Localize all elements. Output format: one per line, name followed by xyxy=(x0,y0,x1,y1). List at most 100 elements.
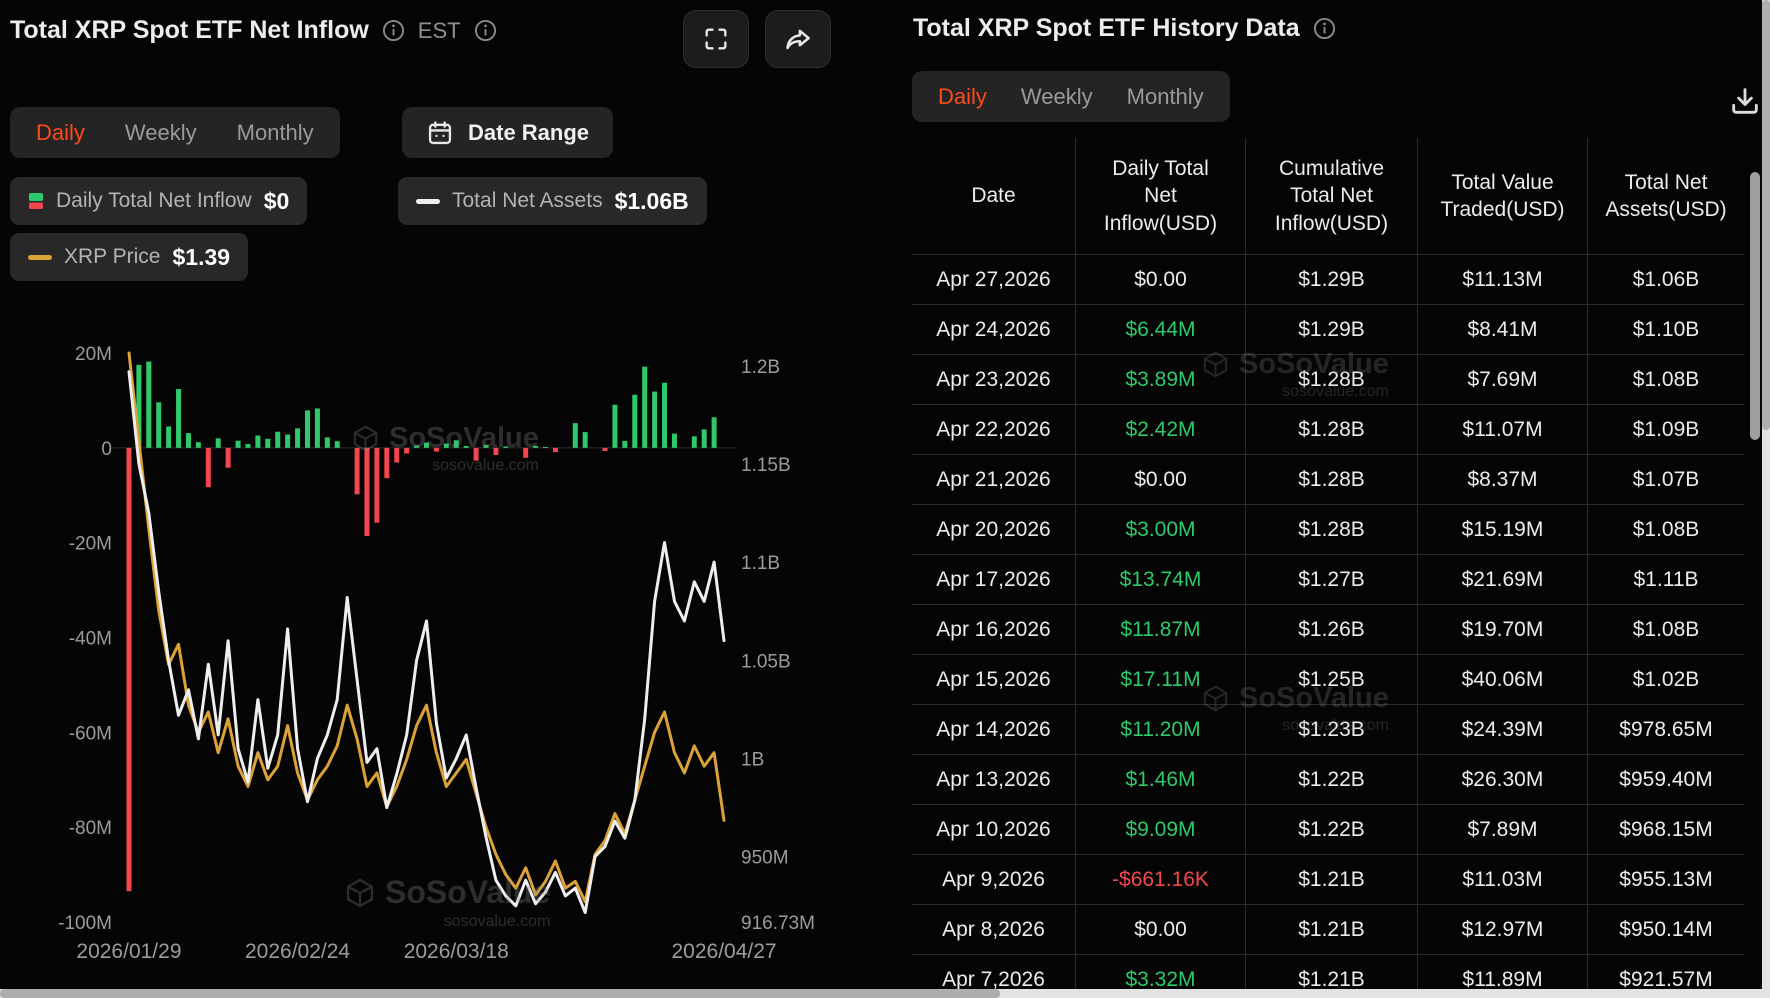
table-scrollbar-thumb[interactable] xyxy=(1750,172,1760,440)
price-line-icon xyxy=(28,254,52,260)
table-cell: $11.89M xyxy=(1418,955,1588,998)
svg-text:2026/03/18: 2026/03/18 xyxy=(404,940,509,963)
table-cell: $3.32M xyxy=(1076,955,1246,998)
table-row: Apr 27,2026 $0.00 $1.29B $11.13M $1.06B xyxy=(912,255,1744,305)
table-panel-header: Total XRP Spot ETF History Data xyxy=(913,14,1336,43)
tab-weekly[interactable]: Weekly xyxy=(1020,83,1093,109)
table-cell: $13.74M xyxy=(1076,555,1246,605)
tab-daily[interactable]: Daily xyxy=(36,119,85,145)
table-cell: $1.11B xyxy=(1588,555,1744,605)
table-cell: $921.57M xyxy=(1588,955,1744,998)
history-table: Date Daily Total Net Inflow(USD) Cumulativ… xyxy=(912,138,1744,998)
table-cell: $1.29B xyxy=(1246,305,1418,355)
legend-xrp-price[interactable]: XRP Price $1.39 xyxy=(10,233,249,281)
table-cell-date: Apr 15,2026 xyxy=(912,655,1076,705)
inflow-bars-icon xyxy=(29,193,43,209)
table-row: Apr 13,2026 $1.46M $1.22B $26.30M $959.40M xyxy=(912,755,1744,805)
fullscreen-button[interactable] xyxy=(683,10,749,68)
page-horizontal-scrollbar-thumb[interactable] xyxy=(0,989,1000,998)
table-cell: $1.25B xyxy=(1246,655,1418,705)
page-vertical-scrollbar[interactable] xyxy=(1762,0,1770,998)
watermark-domain: sosovalue.com xyxy=(432,457,539,474)
table-row: Apr 17,2026 $13.74M $1.27B $21.69M $1.11B xyxy=(912,555,1744,605)
table-cell: $1.21B xyxy=(1246,855,1418,905)
share-icon xyxy=(786,29,810,50)
page-vertical-scrollbar-thumb[interactable] xyxy=(1762,0,1770,430)
table-cell-date: Apr 20,2026 xyxy=(912,505,1076,555)
table-cell: $15.19M xyxy=(1418,505,1588,555)
table-cell: $11.13M xyxy=(1418,255,1588,305)
table-header-row: Date Daily Total Net Inflow(USD) Cumulativ… xyxy=(912,138,1744,255)
table-cell: $3.89M xyxy=(1076,355,1246,405)
table-header-cell: Daily Total Net Inflow(USD) xyxy=(1076,138,1246,255)
tab-daily[interactable]: Daily xyxy=(938,83,987,109)
watermark-brand: SoSoValue xyxy=(389,422,539,454)
svg-text:2026/01/29: 2026/01/29 xyxy=(76,940,181,963)
timezone-label: EST xyxy=(417,17,461,43)
date-range-button[interactable]: Date Range xyxy=(402,107,614,158)
table-cell: $1.08B xyxy=(1588,355,1744,405)
svg-text:1B: 1B xyxy=(741,749,764,770)
tab-monthly[interactable]: Monthly xyxy=(236,119,314,145)
table-row: Apr 21,2026 $0.00 $1.28B $8.37M $1.07B xyxy=(912,455,1744,505)
table-cell: $1.28B xyxy=(1246,355,1418,405)
info-icon[interactable] xyxy=(382,19,405,42)
share-button[interactable] xyxy=(765,10,831,68)
assets-line-icon xyxy=(416,198,440,204)
table-cell: $9.09M xyxy=(1076,805,1246,855)
svg-text:1.05B: 1.05B xyxy=(741,651,791,672)
table-cell: $1.28B xyxy=(1246,505,1418,555)
legend-label: Total Net Assets xyxy=(452,189,603,212)
table-header-cell: Date xyxy=(912,138,1076,255)
table-cell: $0.00 xyxy=(1076,905,1246,955)
table-row: Apr 14,2026 $11.20M $1.23B $24.39M $978.65M xyxy=(912,705,1744,755)
info-icon[interactable] xyxy=(1313,17,1336,40)
tab-monthly[interactable]: Monthly xyxy=(1126,83,1204,109)
legend-value: $1.06B xyxy=(614,187,689,214)
table-cell: $7.69M xyxy=(1418,355,1588,405)
table-cell: $12.97M xyxy=(1418,905,1588,955)
legend-value: $0 xyxy=(263,187,290,214)
legend-daily-net-inflow[interactable]: Daily Total Net Inflow $0 xyxy=(10,177,308,225)
svg-text:1.2B: 1.2B xyxy=(741,357,780,378)
table-header-cell: Total Value Traded(USD) xyxy=(1418,138,1588,255)
table-cell: $1.06B xyxy=(1588,255,1744,305)
page-horizontal-scrollbar[interactable] xyxy=(0,989,1770,998)
table-cell-date: Apr 10,2026 xyxy=(912,805,1076,855)
table-cell-date: Apr 27,2026 xyxy=(912,255,1076,305)
table-cell-date: Apr 13,2026 xyxy=(912,755,1076,805)
table-body: Apr 27,2026 $0.00 $1.29B $11.13M $1.06B Apr 2… xyxy=(912,255,1744,998)
tab-weekly[interactable]: Weekly xyxy=(124,119,197,145)
svg-text:20M: 20M xyxy=(75,344,112,365)
table-cell-date: Apr 14,2026 xyxy=(912,705,1076,755)
table-cell: $978.65M xyxy=(1588,705,1744,755)
date-range-label: Date Range xyxy=(468,119,590,145)
svg-text:-60M: -60M xyxy=(69,723,112,744)
chart-title: Total XRP Spot ETF Net Inflow xyxy=(10,16,369,44)
svg-text:950M: 950M xyxy=(741,848,789,869)
table-cell: $1.27B xyxy=(1246,555,1418,605)
table-row: Apr 20,2026 $3.00M $1.28B $15.19M $1.08B xyxy=(912,505,1744,555)
table-header-cell: Total Net Assets(USD) xyxy=(1588,138,1744,255)
table-cell: $1.21B xyxy=(1246,905,1418,955)
table-cell: $19.70M xyxy=(1418,605,1588,655)
table-cell-date: Apr 8,2026 xyxy=(912,905,1076,955)
legend-total-net-assets[interactable]: Total Net Assets $1.06B xyxy=(398,177,707,225)
calendar-icon xyxy=(428,120,452,144)
download-button[interactable] xyxy=(1724,80,1766,122)
info-icon[interactable] xyxy=(474,19,497,42)
svg-text:-40M: -40M xyxy=(69,629,112,650)
table-cell: $1.09B xyxy=(1588,405,1744,455)
table-cell: $1.29B xyxy=(1246,255,1418,305)
legend-label: XRP Price xyxy=(64,245,161,268)
table-cell: $8.37M xyxy=(1418,455,1588,505)
table-cell: $959.40M xyxy=(1588,755,1744,805)
table-row: Apr 8,2026 $0.00 $1.21B $12.97M $950.14M xyxy=(912,905,1744,955)
svg-text:-80M: -80M xyxy=(69,818,112,839)
table-cell: $40.06M xyxy=(1418,655,1588,705)
table-cell: $1.02B xyxy=(1588,655,1744,705)
table-header-cell: Cumulative Total Net Inflow(USD) xyxy=(1246,138,1418,255)
table-row: Apr 22,2026 $2.42M $1.28B $11.07M $1.09B xyxy=(912,405,1744,455)
table-cell: $11.07M xyxy=(1418,405,1588,455)
